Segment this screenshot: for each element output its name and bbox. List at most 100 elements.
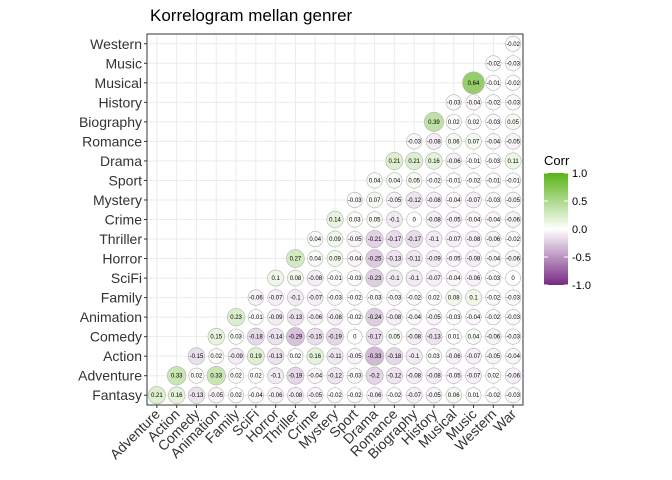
corr-value-label: -0.33 xyxy=(368,354,382,360)
corr-value-label: -0.08 xyxy=(388,315,402,321)
corr-value-label: 0.08 xyxy=(290,276,302,282)
corr-value-label: 0.03 xyxy=(230,335,242,341)
corr-value-label: 0.05 xyxy=(507,120,519,126)
corr-circle-western-fantasy xyxy=(485,387,502,404)
corr-circle-western-sport xyxy=(485,172,502,189)
corr-circle-music-fantasy xyxy=(465,387,482,404)
corr-circle-romance-horror xyxy=(385,250,403,268)
corr-circle-music-crime xyxy=(465,211,482,228)
corr-circle-history-crime xyxy=(425,211,443,228)
corr-value-label: -0.17 xyxy=(368,335,382,341)
corr-circle-drama-animation xyxy=(365,308,384,327)
corr-circle-music-scifi xyxy=(465,269,482,287)
corr-circle-music-romance xyxy=(465,133,482,150)
corr-value-label: -0.06 xyxy=(486,335,500,341)
corr-value-label: 0 xyxy=(511,276,515,282)
corr-value-label: -0.05 xyxy=(506,198,520,204)
corr-value-label: 0.04 xyxy=(369,178,381,184)
corr-value-label: -0.11 xyxy=(328,354,342,360)
y-tick-label: SciFi xyxy=(111,270,142,286)
corr-circle-music-musical xyxy=(462,71,485,95)
corr-circle-comedy-adventure xyxy=(188,367,205,384)
corr-value-label: 0.02 xyxy=(487,374,499,380)
corr-value-label: -0.13 xyxy=(388,257,402,263)
corr-value-label: -0.03 xyxy=(368,296,382,302)
corr-value-label: -0.13 xyxy=(289,315,303,321)
corr-value-label: -0.24 xyxy=(368,315,382,321)
correlation-cells: 0.21 0.16 -0.13 -0.05 0.02 -0.04 -0.06 -0.08 -0.… xyxy=(147,35,522,405)
y-tick-label: Animation xyxy=(80,309,142,325)
corr-value-label: 0.39 xyxy=(428,120,440,126)
legend-tick-label: 0.0 xyxy=(572,224,587,236)
corr-value-label: -0.03 xyxy=(486,276,500,282)
corr-circle-mystery-action xyxy=(326,347,344,365)
corr-circle-western-horror xyxy=(485,250,502,267)
corr-circle-war-scifi xyxy=(505,270,521,286)
corr-value-label: -0.1 xyxy=(429,237,440,243)
corr-value-label: -0.23 xyxy=(368,276,382,282)
corr-value-label: -0.02 xyxy=(506,237,520,243)
corr-circle-romance-animation xyxy=(386,308,403,326)
corr-value-label: -0.03 xyxy=(486,159,500,165)
corr-value-label: -0.03 xyxy=(486,120,500,126)
corr-circle-history-fantasy xyxy=(425,387,443,404)
corr-value-label: -0.07 xyxy=(308,296,322,302)
corr-circle-biography-comedy xyxy=(405,328,423,345)
corr-circle-animation-comedy xyxy=(207,328,225,346)
corr-value-label: -0.06 xyxy=(269,393,283,399)
corr-circle-biography-scifi xyxy=(405,269,423,287)
corr-circle-war-mystery xyxy=(505,191,522,209)
corr-value-label: -0.08 xyxy=(407,374,421,380)
corr-value-label: -0.1 xyxy=(270,374,281,380)
corr-value-label: -0.03 xyxy=(388,296,402,302)
corr-value-label: -0.04 xyxy=(506,354,520,360)
corr-circle-action-adventure xyxy=(167,366,187,386)
legend-title: Corr xyxy=(544,153,570,168)
corr-circle-western-comedy xyxy=(485,328,502,345)
corr-circle-comedy-fantasy xyxy=(187,386,205,404)
corr-value-label: 0.16 xyxy=(171,393,183,399)
corr-value-label: -0.06 xyxy=(447,159,461,165)
corr-value-label: 0.02 xyxy=(230,374,242,380)
corr-circle-war-drama xyxy=(504,152,522,170)
corr-value-label: 0.02 xyxy=(448,120,460,126)
corr-circle-western-romance xyxy=(485,133,502,150)
corr-circle-history-thriller xyxy=(425,230,443,248)
corr-circle-musical-sport xyxy=(445,172,462,189)
corr-circle-drama-mystery xyxy=(366,191,383,209)
corr-circle-horror-action xyxy=(267,347,285,365)
corr-circle-biography-action xyxy=(405,347,423,365)
legend-tick-label: -0.5 xyxy=(572,252,591,264)
corr-value-label: 0.05 xyxy=(389,335,401,341)
corr-circle-sport-thriller xyxy=(346,230,363,248)
corr-value-label: -0.02 xyxy=(427,178,441,184)
corr-value-label: -0.05 xyxy=(486,354,500,360)
corr-value-label: -0.07 xyxy=(269,296,283,302)
corr-circle-western-crime xyxy=(485,211,502,228)
corr-circle-action-fantasy xyxy=(168,386,186,404)
corr-value-label: -0.09 xyxy=(269,315,283,321)
corr-value-label: -0.03 xyxy=(506,296,520,302)
corr-value-label: -0.07 xyxy=(427,276,441,282)
y-tick-label: Musical xyxy=(95,75,142,91)
corr-circle-history-romance xyxy=(425,133,443,150)
corr-circle-sport-mystery xyxy=(346,192,363,208)
corr-circle-western-thriller xyxy=(485,230,502,248)
corr-value-label: -0.07 xyxy=(447,237,461,243)
corr-circle-horror-scifi xyxy=(267,269,284,287)
corr-circle-musical-family xyxy=(445,289,462,306)
corr-circle-crime-animation xyxy=(307,309,324,326)
corr-value-label: 0.64 xyxy=(468,81,480,87)
corr-value-label: -0.02 xyxy=(348,393,362,399)
corr-value-label: 0.27 xyxy=(290,257,302,263)
corr-value-label: -0.12 xyxy=(388,374,402,380)
corr-circle-western-history xyxy=(485,94,502,111)
corr-circle-biography-drama xyxy=(405,151,424,170)
corr-value-label: -0.06 xyxy=(368,393,382,399)
corr-circle-drama-crime xyxy=(366,211,383,228)
corr-value-label: -0.03 xyxy=(348,374,362,380)
corr-circle-biography-fantasy xyxy=(405,387,423,404)
corr-value-label: -0.05 xyxy=(308,393,322,399)
corr-value-label: 0.11 xyxy=(507,159,519,165)
corr-circle-mystery-fantasy xyxy=(327,387,343,404)
